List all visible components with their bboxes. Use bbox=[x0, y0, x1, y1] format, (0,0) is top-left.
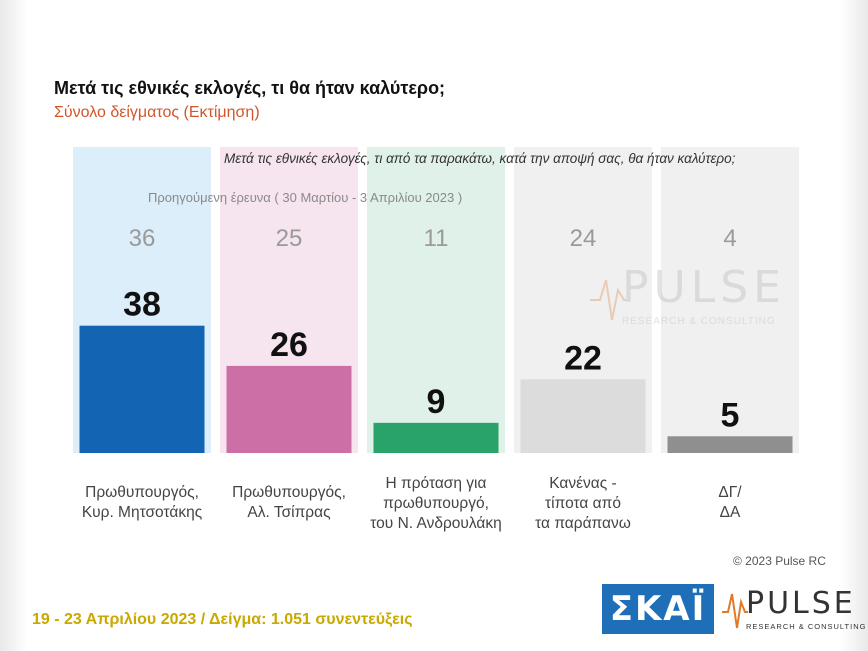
category-label-line: ΔΓ/ bbox=[718, 484, 742, 501]
category-label-line: ΔΑ bbox=[720, 504, 741, 521]
pulse-logo-wave-icon bbox=[722, 593, 748, 629]
pulse-logo: PULSE RESEARCH & CONSULTING bbox=[722, 586, 865, 636]
bar bbox=[373, 422, 499, 453]
bar-value-label: 9 bbox=[427, 383, 446, 421]
category-label-line: Πρωθυπουργός, bbox=[232, 484, 346, 501]
category-label: Πρωθυπουργός, Κυρ. Μητσοτάκης bbox=[82, 484, 202, 521]
watermark-sub: RESEARCH & CONSULTING bbox=[622, 316, 776, 327]
category-label: Κανένας - τίποτα από τα παράπανω bbox=[535, 475, 631, 532]
category-label-line: του Ν. Ανδρουλάκη bbox=[370, 515, 501, 532]
left-edge-shade bbox=[0, 0, 28, 651]
bar-value-label: 26 bbox=[270, 326, 308, 364]
page-title: Μετά τις εθνικές εκλογές, τι θα ήταν καλ… bbox=[54, 78, 446, 98]
category-label-line: Αλ. Τσίπρας bbox=[247, 504, 330, 521]
bar-value-label: 22 bbox=[564, 339, 602, 377]
footer-date-sample: 19 - 23 Απριλίου 2023 / Δείγμα: 1.051 συ… bbox=[32, 611, 413, 628]
bar bbox=[79, 325, 205, 453]
category-label-line: πρωθυπουργό, bbox=[383, 495, 489, 512]
category-label-line: τα παράπανω bbox=[535, 515, 631, 532]
bar bbox=[667, 436, 793, 453]
skai-logo-text: ΣΚΑΪ bbox=[609, 589, 707, 629]
previous-value-label: 25 bbox=[276, 225, 303, 252]
category-label: Πρωθυπουργός, Αλ. Τσίπρας bbox=[232, 484, 346, 521]
previous-value-label: 24 bbox=[570, 225, 597, 252]
pulse-wave-icon bbox=[590, 279, 630, 321]
pulse-logo-word: PULSE bbox=[746, 586, 856, 621]
pulse-watermark: PULSE RESEARCH & CONSULTING bbox=[590, 262, 790, 332]
column-background bbox=[661, 147, 799, 453]
bar-value-label: 38 bbox=[123, 286, 161, 324]
previous-value-label: 4 bbox=[723, 225, 736, 252]
category-label-line: Η πρόταση για bbox=[386, 475, 487, 492]
bar bbox=[520, 379, 646, 453]
previous-survey-label: Προηγούμενη έρευνα ( 30 Μαρτίου - 3 Απρι… bbox=[148, 190, 463, 205]
category-label-line: Κυρ. Μητσοτάκης bbox=[82, 504, 202, 521]
skai-logo: ΣΚΑΪ bbox=[602, 584, 714, 634]
category-label-line: τίποτα από bbox=[545, 495, 621, 512]
previous-value-label: 11 bbox=[424, 225, 449, 252]
category-label-line: Κανένας - bbox=[549, 475, 616, 492]
copyright: © 2023 Pulse RC bbox=[733, 554, 826, 568]
right-edge-shade bbox=[840, 0, 868, 651]
previous-value-label: 36 bbox=[129, 225, 156, 252]
category-label: ΔΓ/ΔΑ bbox=[718, 484, 742, 521]
bar bbox=[226, 365, 352, 453]
watermark-word: PULSE bbox=[622, 262, 786, 313]
page-subtitle: Σύνολο δείγματος (Εκτίμηση) bbox=[54, 104, 260, 121]
bar-value-label: 5 bbox=[721, 396, 740, 434]
column-background bbox=[367, 147, 505, 453]
pulse-logo-sub: RESEARCH & CONSULTING bbox=[746, 622, 867, 631]
category-label: Η πρόταση για πρωθυπουργό, του Ν. Ανδρουλά… bbox=[370, 475, 501, 532]
survey-question: Μετά τις εθνικές εκλογές, τι από τα παρα… bbox=[224, 151, 736, 166]
category-label-line: Πρωθυπουργός, bbox=[85, 484, 199, 501]
